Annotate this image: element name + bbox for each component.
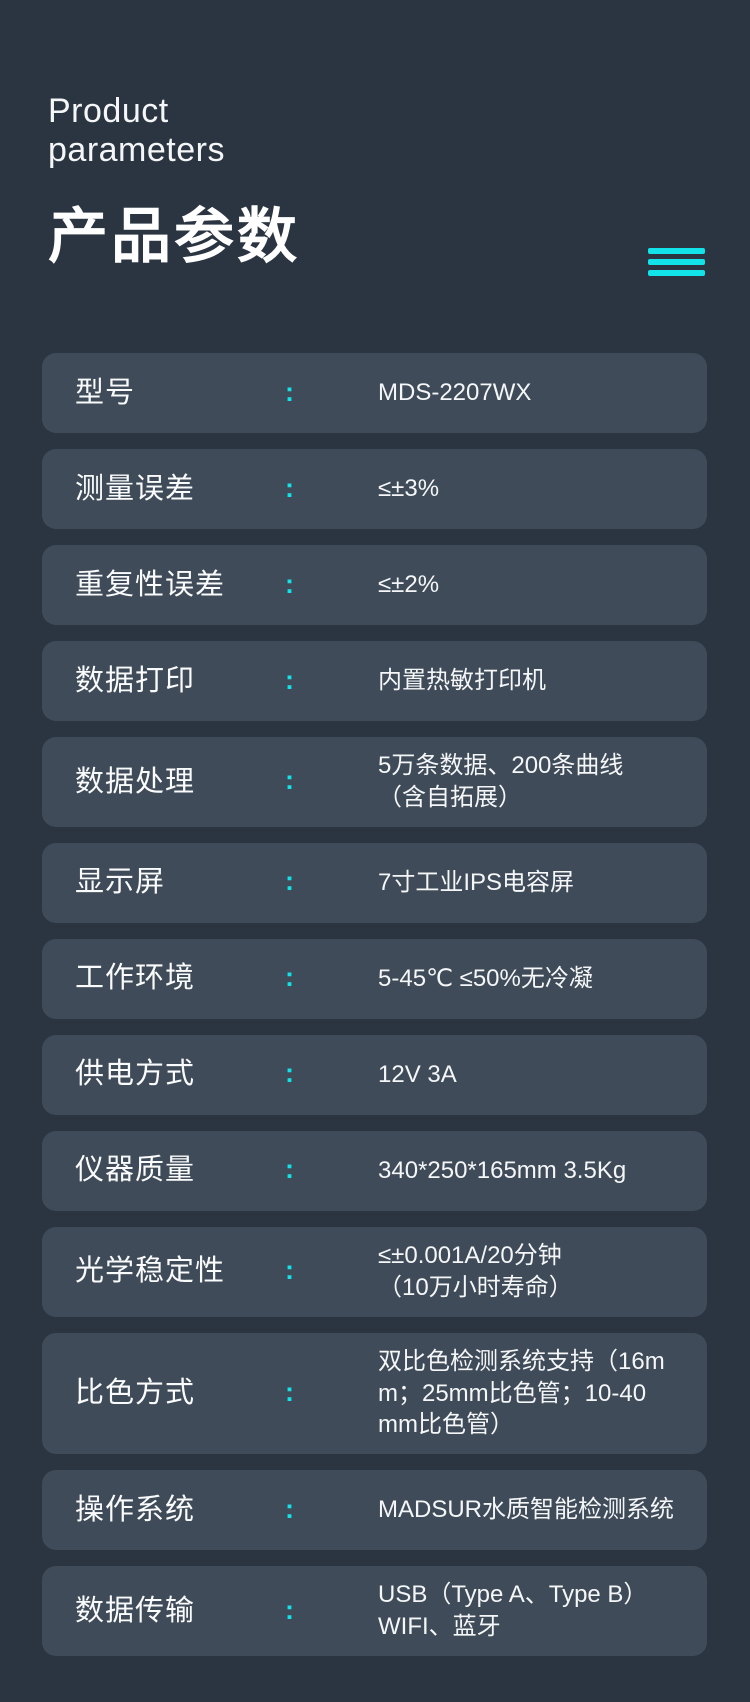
parameter-label: 操作系统 (75, 1493, 196, 1526)
parameter-label: 工作环境 (75, 962, 196, 995)
accent-bar (648, 248, 705, 254)
parameter-row: 显示屏 : 7寸工业IPS电容屏 (42, 842, 707, 923)
colon-separator: : (285, 1255, 294, 1286)
parameter-row: 数据传输 : USB（Type A、Type B） WIFI、蓝牙 (42, 1566, 707, 1657)
accent-bar (648, 259, 705, 265)
parameter-value: 双比色检测系统支持（16m m；25mm比色管；10-40 mm比色管） (378, 1347, 665, 1439)
colon-separator: : (285, 1154, 294, 1185)
parameter-value: 7寸工业IPS电容屏 (378, 868, 575, 896)
parameter-label: 数据传输 (75, 1594, 196, 1627)
parameter-label: 显示屏 (75, 866, 166, 899)
parameter-row: 测量误差 : ≤±3% (42, 449, 707, 529)
parameter-row: 重复性误差 : ≤±2% (42, 545, 707, 625)
parameter-value: MDS-2207WX (378, 379, 532, 407)
parameter-label: 数据处理 (75, 765, 196, 798)
parameter-list: 型号 : MDS-2207WX 测量误差 : ≤±3% 重复性误差 : ≤±2%… (42, 353, 707, 1657)
parameter-row: 型号 : MDS-2207WX (42, 353, 707, 433)
parameter-label: 光学稳定性 (75, 1255, 226, 1288)
parameter-value: ≤±0.001A/20分钟 （10万小时寿命） (378, 1241, 573, 1301)
parameter-label: 仪器质量 (75, 1154, 196, 1187)
colon-separator: : (285, 1376, 294, 1407)
accent-bar (648, 270, 705, 276)
parameter-value: 5万条数据、200条曲线 （含自拓展） (378, 752, 624, 811)
subtitle-line-1: Product (48, 92, 169, 130)
colon-separator: : (285, 376, 294, 407)
parameter-label: 比色方式 (75, 1377, 196, 1410)
parameter-label: 数据打印 (75, 664, 196, 697)
parameter-value: MADSUR水质智能检测系统 (378, 1496, 675, 1524)
header: Product parameters 产品参数 (0, 0, 750, 270)
parameter-value: USB（Type A、Type B） WIFI、蓝牙 (378, 1581, 648, 1641)
parameter-value: ≤±3% (378, 475, 440, 503)
parameter-row: 工作环境 : 5-45℃ ≤50%无冷凝 (42, 938, 707, 1019)
parameter-row: 仪器质量 : 340*250*165mm 3.5Kg (42, 1130, 707, 1211)
subtitle-line-2: parameters (48, 131, 225, 169)
parameter-label: 供电方式 (75, 1058, 196, 1091)
colon-separator: : (285, 1058, 294, 1089)
parameter-row: 数据处理 : 5万条数据、200条曲线 （含自拓展） (42, 737, 707, 827)
parameter-row: 光学稳定性 : ≤±0.001A/20分钟 （10万小时寿命） (42, 1226, 707, 1317)
parameter-row: 数据打印 : 内置热敏打印机 (42, 641, 707, 721)
parameter-label: 型号 (75, 376, 136, 409)
page-title: 产品参数 (48, 203, 300, 270)
triple-bars-icon (648, 248, 705, 276)
colon-separator: : (285, 568, 294, 599)
parameter-value: 340*250*165mm 3.5Kg (378, 1156, 627, 1184)
parameter-row: 操作系统 : MADSUR水质智能检测系统 (42, 1470, 707, 1551)
subtitle-english: Product parameters (48, 92, 702, 170)
colon-separator: : (285, 765, 294, 796)
parameter-value: ≤±2% (378, 571, 440, 599)
parameter-value: 5-45℃ ≤50%无冷凝 (378, 964, 593, 992)
parameter-row: 比色方式 : 双比色检测系统支持（16m m；25mm比色管；10-40 mm比… (42, 1332, 707, 1455)
colon-separator: : (285, 472, 294, 503)
parameter-label: 重复性误差 (75, 568, 226, 601)
colon-separator: : (285, 962, 294, 993)
colon-separator: : (285, 1594, 294, 1625)
parameter-value: 内置热敏打印机 (378, 667, 546, 695)
colon-separator: : (285, 664, 294, 695)
parameter-value: 12V 3A (378, 1060, 457, 1088)
parameter-row: 供电方式 : 12V 3A (42, 1034, 707, 1115)
colon-separator: : (285, 866, 294, 897)
parameter-label: 测量误差 (75, 472, 196, 505)
colon-separator: : (285, 1493, 294, 1524)
